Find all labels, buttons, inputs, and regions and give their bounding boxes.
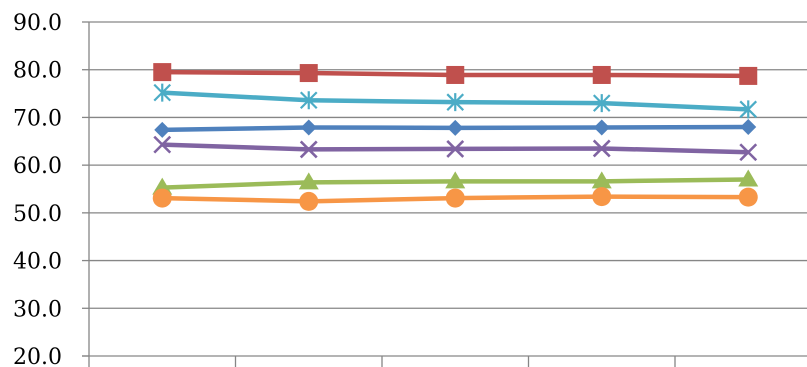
data-point bbox=[592, 187, 612, 207]
y-tick-label: 50.0 bbox=[13, 202, 62, 227]
data-point bbox=[445, 188, 465, 208]
series-circle bbox=[152, 187, 758, 211]
y-tick-label: 90.0 bbox=[13, 11, 62, 36]
y-tick-label: 30.0 bbox=[13, 297, 62, 322]
series-diamond bbox=[154, 118, 757, 138]
data-point bbox=[300, 119, 317, 136]
series-square bbox=[153, 63, 758, 85]
y-tick-label: 80.0 bbox=[13, 59, 62, 84]
y-tick-labels: 20.0 30.0 40.0 50.0 60.0 70.0 80.0 90.0 bbox=[13, 11, 62, 367]
data-point bbox=[739, 100, 758, 119]
data-point bbox=[299, 91, 318, 110]
data-point bbox=[299, 140, 318, 159]
axes bbox=[82, 21, 807, 367]
series-lines bbox=[152, 63, 759, 211]
y-tick-label: 20.0 bbox=[13, 345, 62, 367]
data-point bbox=[446, 93, 465, 112]
data-point bbox=[592, 139, 611, 158]
series-asterisk bbox=[153, 83, 758, 119]
series-triangle bbox=[152, 169, 759, 195]
series-x bbox=[153, 135, 758, 162]
data-point bbox=[740, 118, 757, 135]
data-point bbox=[591, 171, 612, 189]
data-point bbox=[739, 66, 758, 85]
data-point bbox=[299, 191, 319, 211]
data-point bbox=[446, 140, 465, 158]
y-tick-label: 40.0 bbox=[13, 250, 62, 275]
data-point bbox=[593, 119, 610, 136]
data-point bbox=[153, 135, 172, 154]
data-point bbox=[446, 65, 465, 84]
data-point bbox=[154, 121, 171, 138]
gridlines bbox=[89, 21, 807, 309]
data-point bbox=[153, 63, 172, 82]
y-tick-label: 60.0 bbox=[13, 154, 62, 179]
data-point bbox=[592, 65, 611, 84]
data-point bbox=[738, 169, 759, 187]
data-point bbox=[739, 143, 758, 162]
data-point bbox=[738, 187, 758, 207]
data-point bbox=[298, 172, 319, 190]
data-point bbox=[299, 64, 318, 83]
y-tick-label: 70.0 bbox=[13, 106, 62, 131]
data-point bbox=[447, 119, 464, 136]
data-point bbox=[445, 171, 466, 189]
data-point bbox=[153, 83, 172, 102]
data-point bbox=[592, 94, 611, 113]
data-point bbox=[152, 188, 172, 208]
